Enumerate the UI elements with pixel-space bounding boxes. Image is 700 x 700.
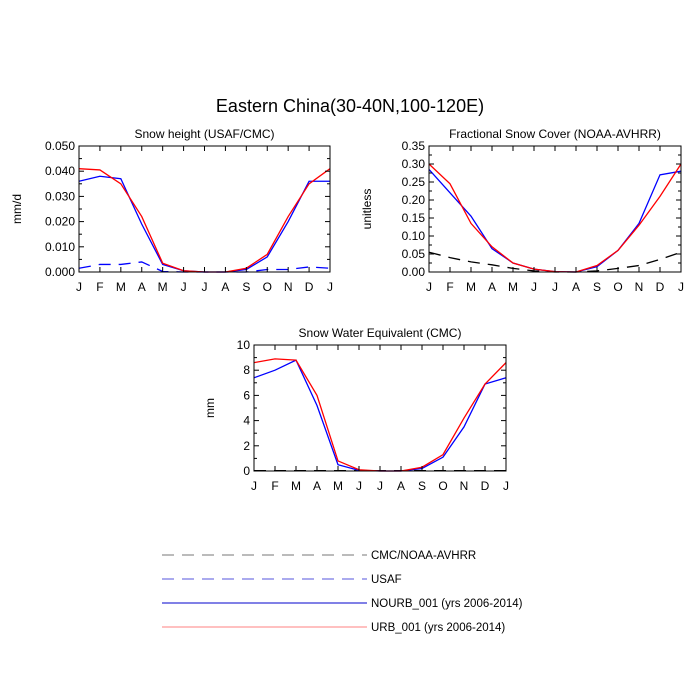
series-line [78, 168, 331, 273]
x-tick-label: F [96, 280, 103, 294]
x-tick-label: J [531, 280, 537, 294]
y-tick-label: 0.35 [402, 139, 426, 153]
y-tick-label: 0.05 [402, 247, 426, 261]
x-tick-label: F [271, 479, 278, 493]
x-tick-label: J [202, 280, 208, 294]
y-tick-label: 0.000 [45, 265, 75, 279]
series-line [428, 163, 682, 273]
series-line [253, 358, 507, 472]
y-tick-label: 0 [243, 464, 250, 478]
series-line [253, 359, 507, 472]
legend: CMC/NOAA-AVHRR USAF NOURB_001 (yrs 2006-20… [162, 550, 523, 634]
panel-title: Snow Water Equivalent (CMC) [299, 326, 462, 340]
legend-label: URB_001 (yrs 2006-2014) [371, 622, 505, 634]
y-axis-label: mm/d [10, 194, 24, 224]
x-tick-label: M [466, 280, 476, 294]
x-tick-label: O [613, 280, 622, 294]
x-tick-label: A [488, 280, 496, 294]
plot-frame [253, 344, 507, 472]
x-tick-label: J [76, 280, 82, 294]
x-tick-label: A [397, 479, 405, 493]
x-tick-label: M [116, 280, 126, 294]
y-tick-label: 10 [237, 338, 251, 352]
x-tick-label: J [678, 280, 684, 294]
x-tick-label: J [426, 280, 432, 294]
x-tick-label: J [552, 280, 558, 294]
legend-label: CMC/NOAA-AVHRR [371, 550, 476, 562]
x-tick-label: A [313, 479, 321, 493]
x-tick-label: M [158, 280, 168, 294]
y-tick-label: 0.10 [402, 229, 426, 243]
legend-label: NOURB_001 (yrs 2006-2014) [371, 598, 523, 610]
y-tick-label: 2 [243, 439, 250, 453]
x-tick-label: J [503, 479, 509, 493]
x-tick-label: D [656, 280, 665, 294]
y-tick-label: 0.010 [45, 240, 75, 254]
x-tick-label: A [138, 280, 146, 294]
snow-height-panel: Snow height (USAF/CMC) mm/d 0.000 0.010 0.02… [10, 127, 333, 294]
x-tick-label: A [221, 280, 229, 294]
figure-title: Eastern China(30-40N,100-120E) [216, 96, 484, 116]
x-tick-label: S [418, 479, 426, 493]
x-tick-label: N [284, 280, 293, 294]
x-tick-label: S [242, 280, 250, 294]
y-axis-label: mm [203, 398, 217, 418]
plot-frame [428, 145, 682, 273]
panel-title: Fractional Snow Cover (NOAA-AVHRR) [449, 127, 661, 141]
x-tick-label: A [572, 280, 580, 294]
x-tick-label: J [251, 479, 257, 493]
fractional-snow-cover-panel: Fractional Snow Cover (NOAA-AVHRR) unitle… [360, 127, 684, 294]
y-axis-label: unitless [360, 189, 374, 230]
y-tick-label: 0.15 [402, 211, 426, 225]
x-tick-label: F [446, 280, 453, 294]
x-tick-label: S [593, 280, 601, 294]
x-tick-label: J [327, 280, 333, 294]
x-tick-label: N [635, 280, 644, 294]
x-tick-label: N [460, 479, 469, 493]
x-tick-label: M [291, 479, 301, 493]
series-line [78, 175, 330, 273]
series-line [428, 168, 682, 273]
y-tick-label: 0.25 [402, 175, 426, 189]
x-tick-label: M [333, 479, 343, 493]
y-tick-label: 8 [243, 363, 250, 377]
x-tick-label: O [438, 479, 447, 493]
legend-label: USAF [371, 574, 402, 586]
panel-title: Snow height (USAF/CMC) [134, 127, 274, 141]
y-tick-label: 0.30 [402, 157, 426, 171]
y-tick-label: 0.020 [45, 215, 75, 229]
x-tick-label: O [263, 280, 272, 294]
y-tick-label: 0.040 [45, 164, 75, 178]
x-tick-label: D [305, 280, 314, 294]
y-tick-label: 0.00 [402, 265, 426, 279]
x-tick-label: D [481, 479, 490, 493]
y-tick-label: 0.030 [45, 189, 75, 203]
x-tick-label: M [508, 280, 518, 294]
x-tick-label: J [377, 479, 383, 493]
x-tick-label: J [356, 479, 362, 493]
x-tick-label: J [181, 280, 187, 294]
y-tick-label: 4 [243, 414, 250, 428]
y-tick-label: 0.20 [402, 193, 426, 207]
y-tick-label: 0.050 [45, 139, 75, 153]
y-tick-label: 6 [243, 388, 250, 402]
